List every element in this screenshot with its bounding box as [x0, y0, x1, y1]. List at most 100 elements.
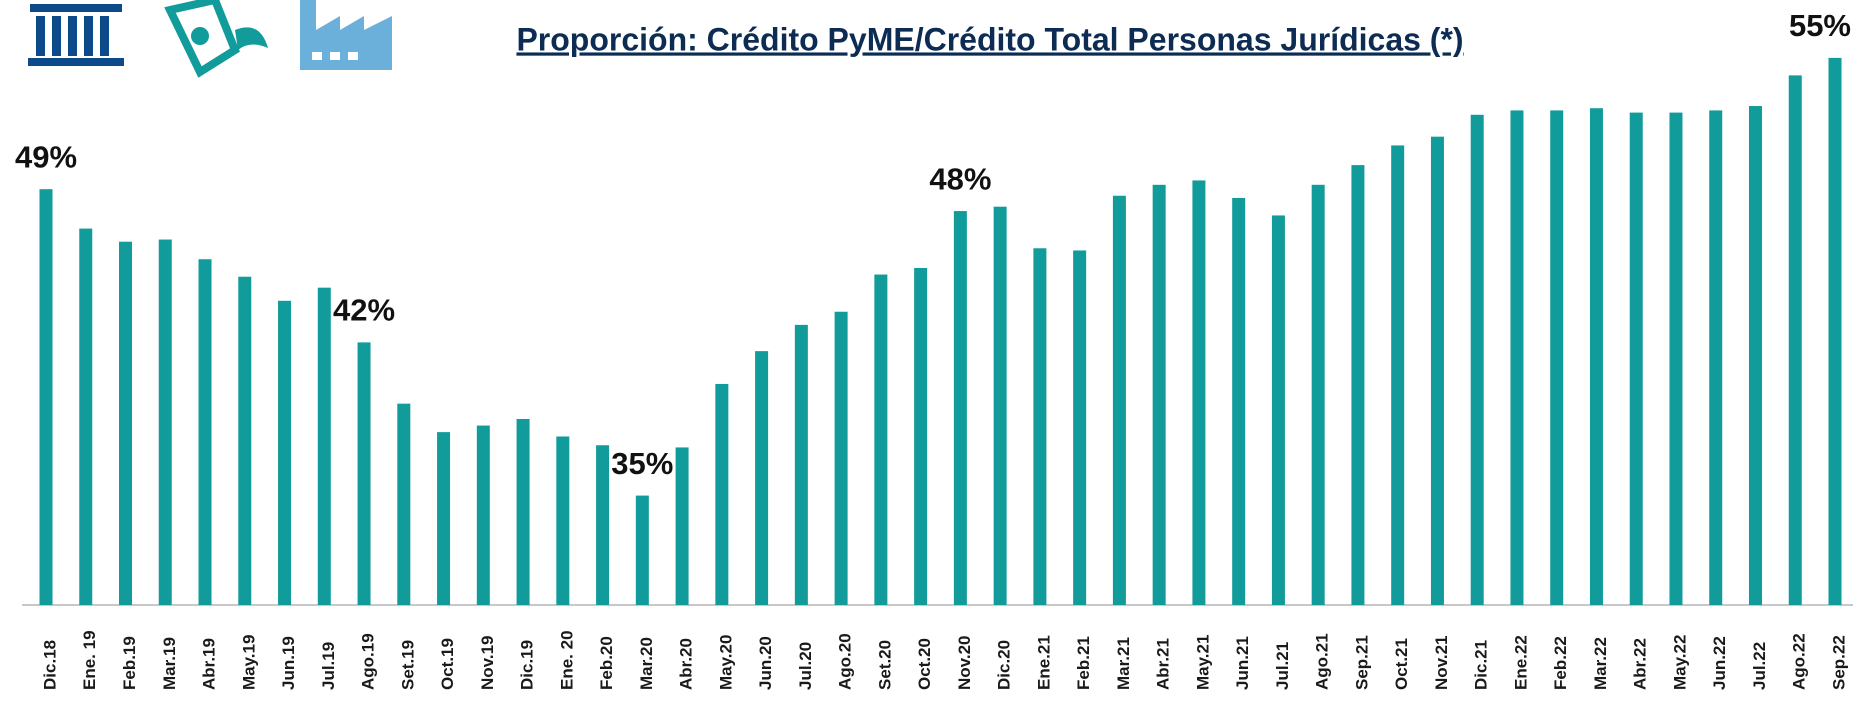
x-tick-label: Dic.19 — [518, 640, 537, 690]
bar — [1669, 112, 1683, 605]
bar — [1152, 184, 1166, 606]
bank-icon — [28, 4, 124, 66]
x-tick-label: Ene.22 — [1511, 635, 1530, 690]
bar — [1391, 145, 1405, 605]
bar — [635, 495, 649, 605]
x-tick-label: Set.20 — [875, 640, 894, 690]
bar — [1271, 215, 1285, 605]
x-tick-label: May.21 — [1193, 635, 1212, 690]
bar — [1192, 180, 1206, 605]
chart-title: Proporción: Crédito PyME/Crédito Total P… — [516, 21, 1463, 57]
value-label: 35% — [611, 446, 673, 481]
bar — [914, 267, 928, 605]
value-label: 42% — [333, 293, 395, 328]
x-tick-label: Nov.20 — [955, 636, 974, 691]
bar — [1748, 106, 1762, 606]
x-tick-label: Abr.19 — [200, 638, 219, 690]
bar — [1550, 110, 1564, 606]
bar — [1709, 110, 1723, 606]
x-tick-label: Jun.22 — [1710, 636, 1729, 690]
x-tick-label: Set.19 — [398, 640, 417, 690]
x-tick-label: Ago.20 — [836, 633, 855, 690]
bar — [278, 300, 292, 605]
x-tick-label: Ago.19 — [359, 633, 378, 690]
x-tick-label: Mar.19 — [160, 637, 179, 690]
x-tick-label: Feb.22 — [1551, 636, 1570, 690]
bar — [953, 211, 967, 606]
bar — [317, 287, 331, 605]
icons — [28, 0, 392, 78]
bar — [516, 418, 530, 605]
x-tick-label: Ene. 19 — [80, 630, 99, 690]
x-tick-label: Feb.21 — [1074, 636, 1093, 690]
value-label: 48% — [929, 161, 991, 196]
bar — [158, 239, 172, 605]
bar — [675, 447, 689, 605]
x-tick-label: Ene. 20 — [557, 630, 576, 690]
x-tick-label: Nov.19 — [478, 636, 497, 691]
x-tick-label: Feb.19 — [120, 636, 139, 690]
x-tick-label: Jul.22 — [1750, 642, 1769, 690]
x-tick-label: Dic.20 — [995, 640, 1014, 690]
bar — [1510, 110, 1524, 606]
x-tick-label: Oct.20 — [915, 638, 934, 690]
x-tick-label: Dic.18 — [40, 640, 59, 690]
bar — [357, 342, 371, 605]
x-tick-label: Jul.19 — [319, 642, 338, 690]
bar — [1589, 108, 1603, 605]
bar — [1112, 195, 1126, 605]
bar — [1232, 197, 1246, 605]
x-tick-label: Mar.20 — [637, 637, 656, 690]
bar — [1828, 57, 1842, 605]
x-tick-label: Abr.22 — [1631, 638, 1650, 690]
bar — [834, 311, 848, 605]
bar — [397, 403, 411, 605]
bar — [794, 324, 808, 605]
x-tick-label: Jul.21 — [1273, 642, 1292, 690]
x-tick-label: Mar.22 — [1591, 637, 1610, 690]
bar — [238, 276, 252, 605]
value-label: 49% — [15, 139, 77, 174]
bar — [1788, 75, 1802, 605]
x-tick-label: Feb.20 — [597, 636, 616, 690]
x-tick-label: Jun.19 — [279, 636, 298, 690]
bar — [1351, 165, 1365, 605]
bar — [1629, 112, 1643, 605]
bar — [556, 436, 570, 605]
bar — [1311, 184, 1325, 606]
x-tick-label: Dic.21 — [1472, 640, 1491, 690]
bar — [1033, 248, 1047, 605]
x-tick-label: Mar.21 — [1114, 637, 1133, 690]
bar — [993, 206, 1007, 605]
bar — [1470, 114, 1484, 606]
bar — [437, 432, 451, 605]
x-tick-label: Abr.21 — [1154, 638, 1173, 690]
x-tick-label: Ene.21 — [1034, 635, 1053, 690]
x-tick-label: Abr.20 — [677, 638, 696, 690]
bar — [1430, 136, 1444, 605]
bar — [79, 228, 93, 606]
bar — [596, 445, 610, 605]
x-tick-label: Sep.22 — [1829, 635, 1848, 690]
x-tick-label: Sep.21 — [1352, 635, 1371, 690]
x-tick-label: Jul.20 — [796, 642, 815, 690]
value-label: 55% — [1789, 8, 1851, 43]
bar — [715, 383, 729, 605]
bar — [755, 351, 769, 605]
x-tick-label: Nov.21 — [1432, 636, 1451, 691]
bar — [1073, 250, 1087, 605]
x-tick-label: Jun.20 — [756, 636, 775, 690]
x-tick-label: Ago.21 — [1313, 633, 1332, 690]
x-tick-label: May.20 — [716, 635, 735, 690]
x-tick-label: May.19 — [239, 635, 258, 690]
x-tick-label: Oct.19 — [438, 638, 457, 690]
x-tick-label: Ago.22 — [1790, 633, 1809, 690]
bar — [476, 425, 490, 605]
x-tick-label: Jun.21 — [1233, 636, 1252, 690]
x-tick-label: May.22 — [1670, 635, 1689, 690]
bar — [119, 241, 133, 605]
bar — [198, 259, 212, 605]
money-icon — [164, 0, 268, 78]
